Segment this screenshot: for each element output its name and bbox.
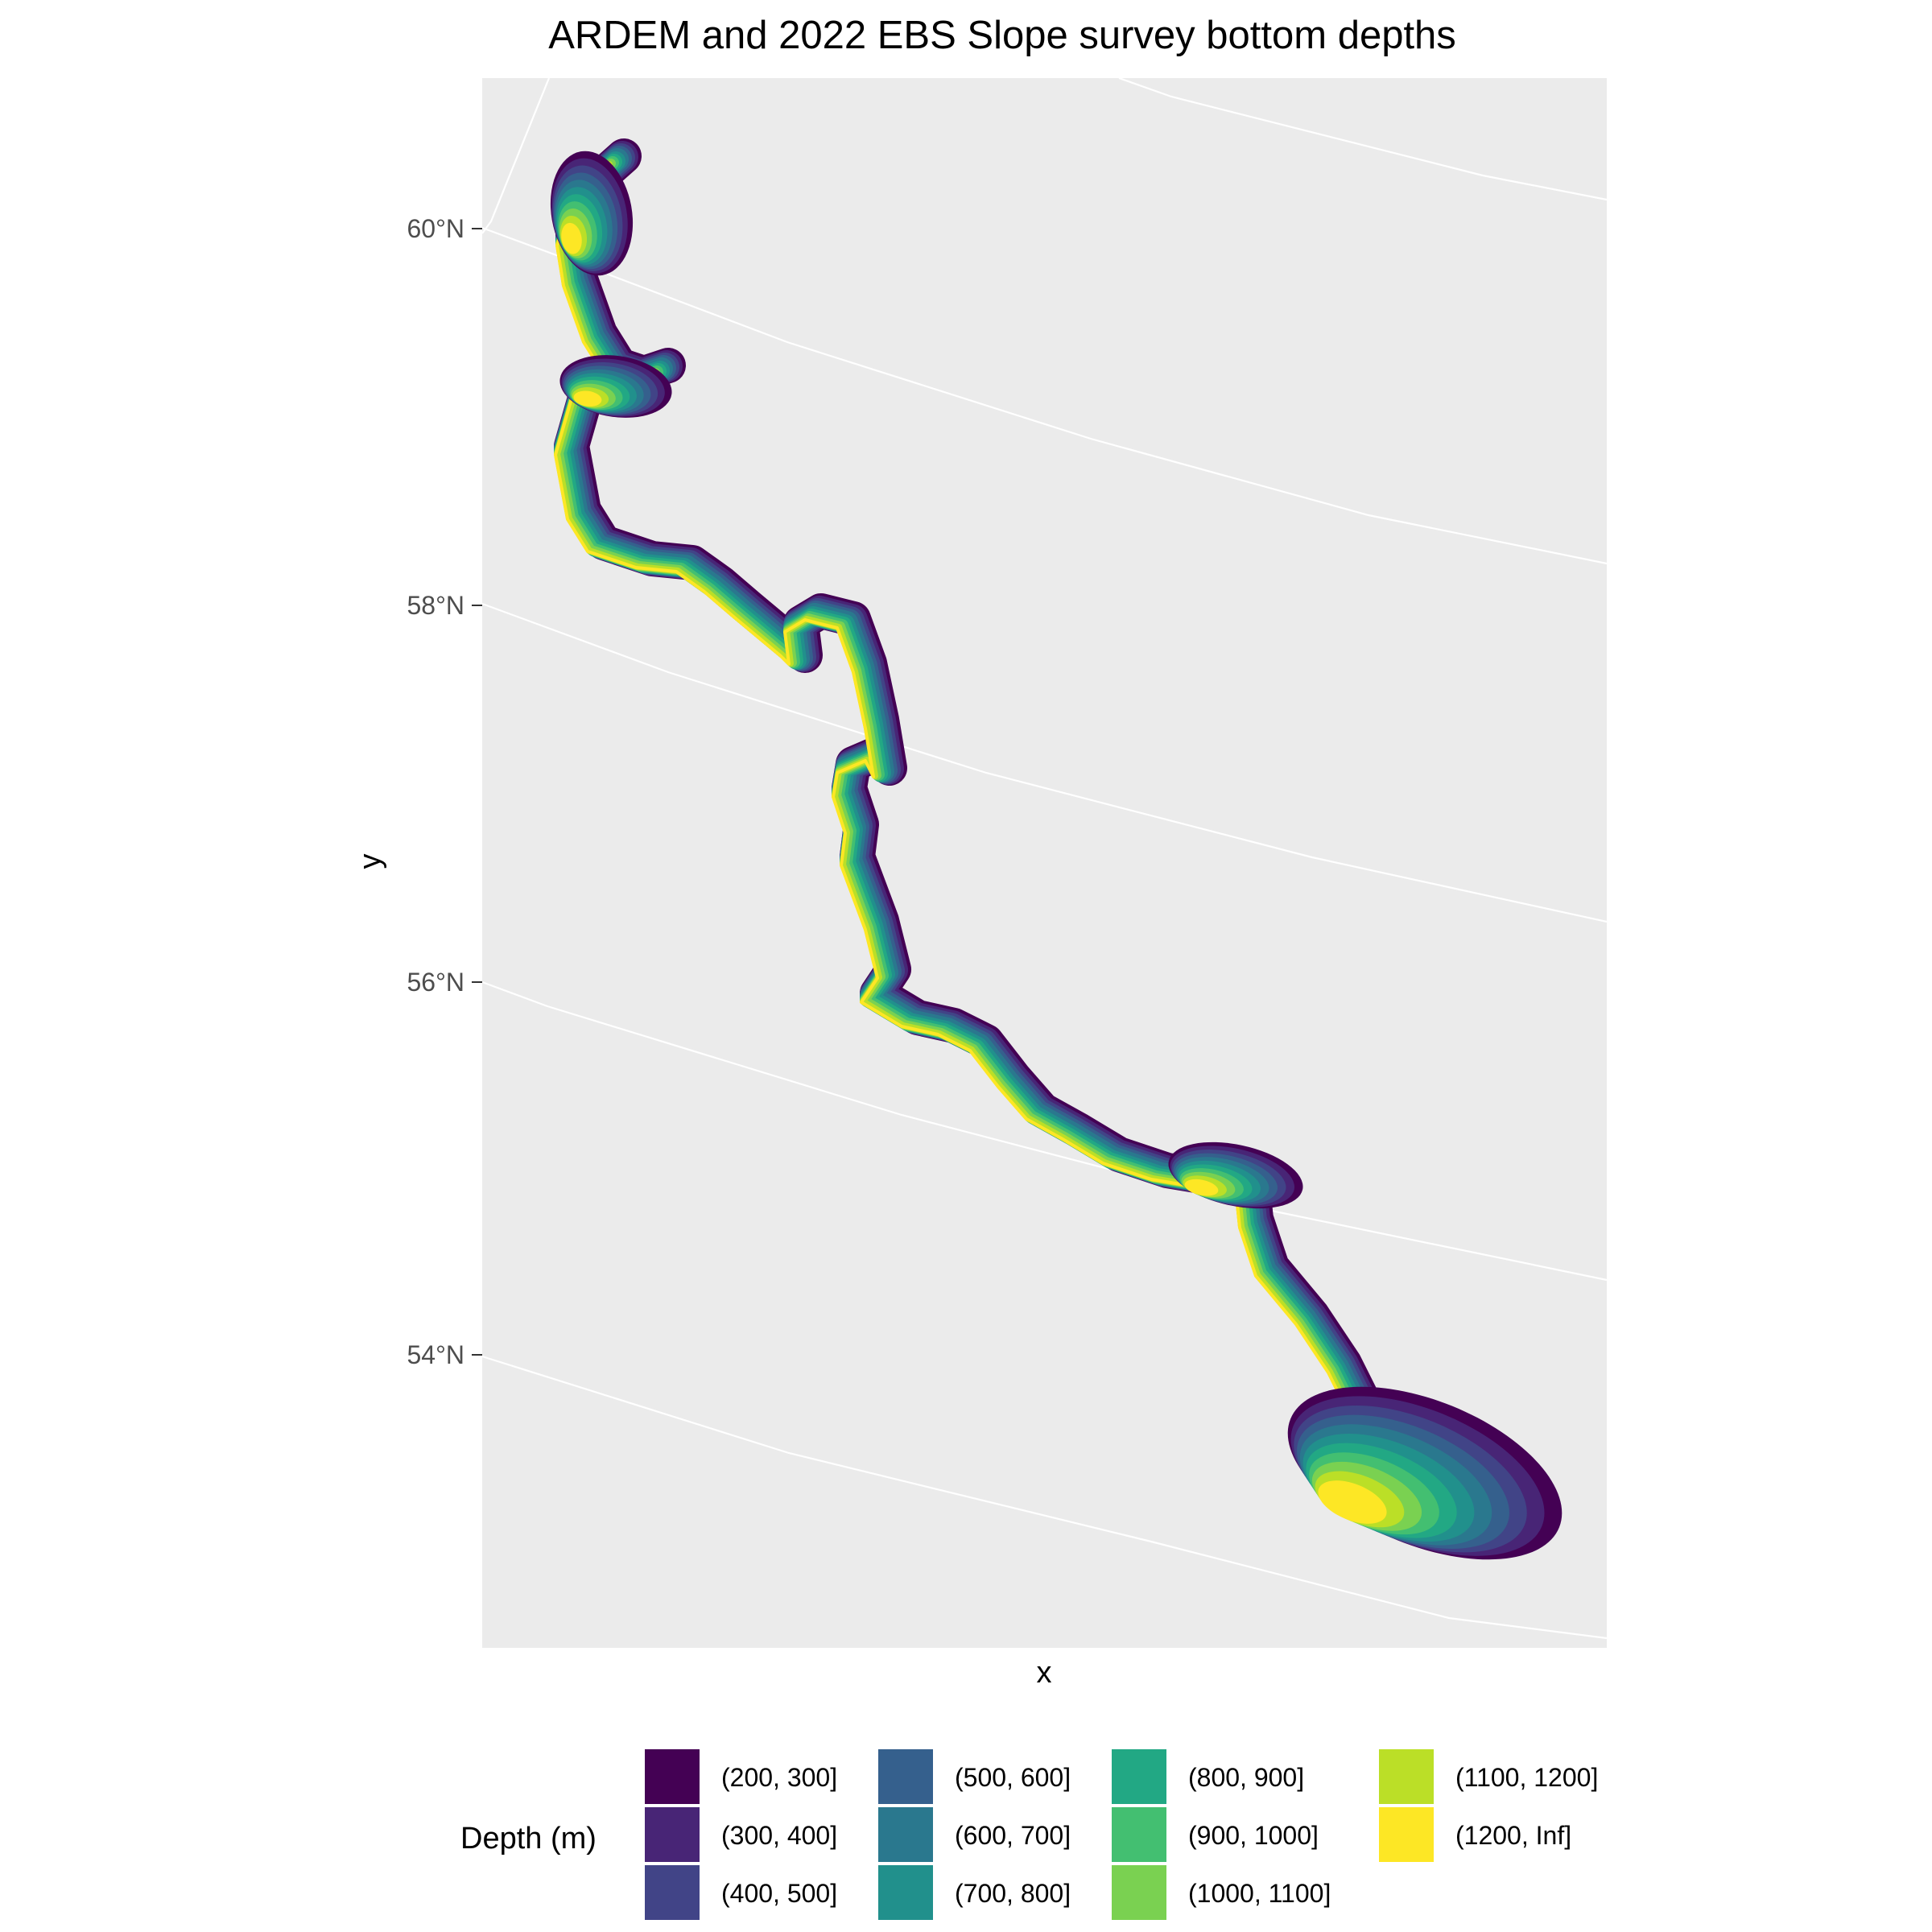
mid-lobe-band [573,390,602,407]
legend-key [1110,1864,1168,1922]
y-tick-label: 56°N [407,968,465,997]
legend-label: (600, 700] [955,1821,1071,1850]
x-axis-title: x [1037,1656,1052,1690]
legend-key [643,1748,701,1806]
legend-title: Depth (m) [460,1822,597,1856]
chart-title: ARDEM and 2022 EBS Slope survey bottom d… [548,14,1456,57]
legend-key [643,1806,701,1864]
legend-key [877,1864,935,1922]
graticule-line [482,980,1607,1282]
legend-label: (900, 1000] [1188,1821,1319,1850]
eastern-lobe-band [1184,1179,1219,1196]
legend-key [877,1806,935,1864]
y-tick-label: 54°N [407,1340,465,1369]
legend-key [877,1748,935,1806]
legend-label: (800, 900] [1188,1763,1304,1792]
southern-bulge-band [1318,1480,1387,1524]
legend-label: (400, 500] [721,1879,837,1908]
legend-key [1377,1806,1435,1864]
legend-label: (200, 300] [721,1763,837,1792]
survey-depth-points [550,138,1563,1560]
legend-label: (1000, 1100] [1188,1879,1331,1908]
panel-background [482,78,1607,1648]
legend-key [643,1864,701,1922]
legend-key [1110,1748,1168,1806]
legend-key [1110,1806,1168,1864]
legend-label: (300, 400] [721,1821,837,1850]
legend-label: (700, 800] [955,1879,1071,1908]
legend-label: (1100, 1200] [1455,1763,1598,1792]
legend-label: (500, 600] [955,1763,1071,1792]
graticule-line [1118,78,1607,201]
graticule-line [482,602,1607,923]
graticule-line [482,1355,1607,1640]
y-axis-title: y [353,854,387,869]
plot-panel [482,78,1607,1648]
y-tick-label: 58°N [407,591,465,620]
legend-key [1377,1748,1435,1806]
y-tick-label: 60°N [407,214,465,243]
depth-legend: Depth (m) (200, 300] (300, 400] (400, 500]… [460,1748,1598,1922]
y-axis: 60°N 58°N 56°N 54°N [407,214,482,1369]
legend-label: (1200, Inf] [1455,1821,1571,1850]
northern-lobe-band [561,222,582,254]
